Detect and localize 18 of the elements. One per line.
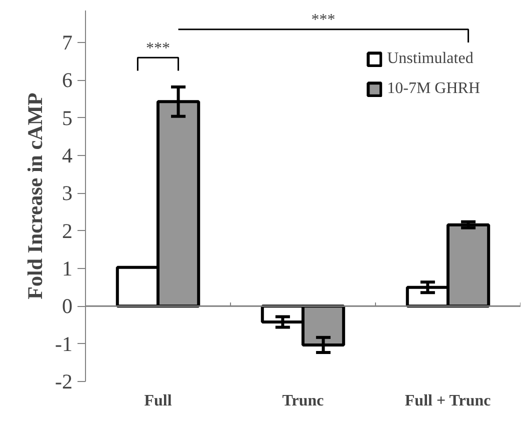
y-tick-label: 3 [62,181,72,206]
y-axis-title: Fold Increase in cAMP [23,92,48,300]
y-tick-label: -2 [55,370,73,394]
legend-label: Unstimulated [387,50,474,68]
x-tick-label: Full + Trunc [404,392,491,410]
y-tick-label: 5 [62,106,72,130]
y-tick-label: 1 [62,256,72,281]
y-tick-label: 6 [62,68,72,92]
y-tick-label: 7 [62,30,72,55]
annotation: *** [311,12,336,29]
legend-label: 10-7M GHRH [387,80,480,98]
y-tick-label: -1 [55,332,73,356]
y-tick-label: 2 [62,218,72,243]
x-tick-label: Full [144,392,172,410]
x-tick-label: Trunc [282,392,324,410]
y-tick-label: 4 [62,144,73,168]
y-tick-label: 0 [62,294,72,318]
annotation: *** [146,40,170,57]
